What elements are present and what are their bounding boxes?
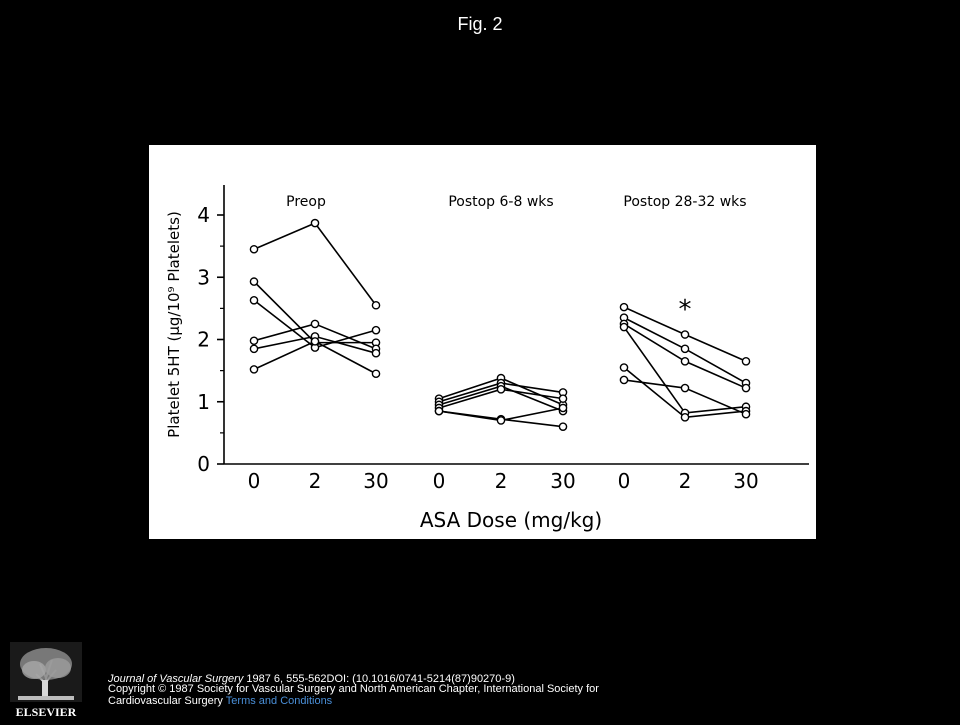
data-point [619,322,629,332]
series-group [249,337,381,379]
series-group [249,218,381,310]
x-tick-label: 30 [550,469,575,493]
series-group [619,302,751,366]
series-group [434,403,568,425]
data-point [680,413,690,422]
logo-text: ELSEVIER [16,705,77,719]
line-chart: 0 1 2 3 4 Platelet 5HT (μg/10⁹ Platelets) 0 2 30… [165,185,809,532]
data-point [249,365,259,374]
terms-link[interactable]: Terms and Conditions [225,695,333,707]
series-group [249,332,381,358]
data-point [249,277,259,286]
data-point [310,319,320,329]
data-point [371,325,381,335]
y-tick-label: 3 [197,265,210,289]
series-group [619,375,751,419]
x-axis-label: ASA Dose (mg/kg) [420,508,602,532]
data-point [558,422,568,431]
figure-title: Fig. 2 [457,14,503,34]
x-tick-label: 0 [433,469,446,493]
data-point [310,218,320,228]
x-tick-label: 2 [495,469,508,493]
panel-title: Preop [286,194,326,210]
data-point [619,363,629,372]
data-point [249,336,259,346]
data-point [558,394,568,403]
data-point [371,300,381,310]
data-point [371,369,381,379]
x-tick-label: 0 [618,469,631,493]
data-point [741,383,751,393]
data-point [680,344,690,354]
series-line [623,326,747,414]
y-tick-label: 1 [197,390,210,414]
y-tick-label: 4 [197,203,210,227]
data-point [496,384,506,394]
data-point [249,244,259,254]
data-point [558,403,568,413]
data-point [310,337,320,346]
x-tick-label: 2 [679,469,692,493]
y-tick-label: 0 [197,452,210,476]
journal-name: Journal of Vascular Surgery [108,673,244,685]
x-tick-label: 0 [248,469,261,493]
chart-panel: 0 1 2 3 4 Platelet 5HT (μg/10⁹ Platelets) 0 2 30… [149,145,816,539]
data-point [371,348,381,358]
data-point [619,375,629,385]
copyright-line-1: Copyright © 1987 Society for Vascular Su… [108,683,599,695]
data-point [496,416,506,425]
data-point [680,383,690,393]
data-point [680,356,690,366]
series-group [249,295,381,352]
significance-marker: * [679,295,692,325]
panel-title: Postop 6-8 wks [448,194,553,210]
x-tick-label: 2 [309,469,322,493]
copyright-text: Cardiovascular Surgery [108,695,226,707]
series-line [253,222,377,306]
x-tick-label: 30 [363,469,388,493]
elsevier-logo[interactable]: ELSEVIER [8,640,84,720]
citation-line: Journal of Vascular Surgery 1987 6, 555-… [108,673,515,685]
copyright-line-2: Cardiovascular Surgery Terms and Conditi… [108,695,332,707]
data-point [619,302,629,312]
elsevier-tree-icon: ELSEVIER [10,642,82,719]
y-tick-label: 2 [197,328,210,352]
y-axis-label: Platelet 5HT (μg/10⁹ Platelets) [165,211,183,438]
x-tick-label: 30 [733,469,758,493]
data-point [741,409,751,419]
data-point [680,330,690,339]
panel-title: Postop 28-32 wks [623,194,746,210]
data-point [434,406,444,416]
citation-text: 1987 6, 555-562DOI: (10.1016/0741-5214(8… [243,673,515,685]
data-point [249,295,259,305]
data-point [741,356,751,366]
data-point [249,344,259,354]
